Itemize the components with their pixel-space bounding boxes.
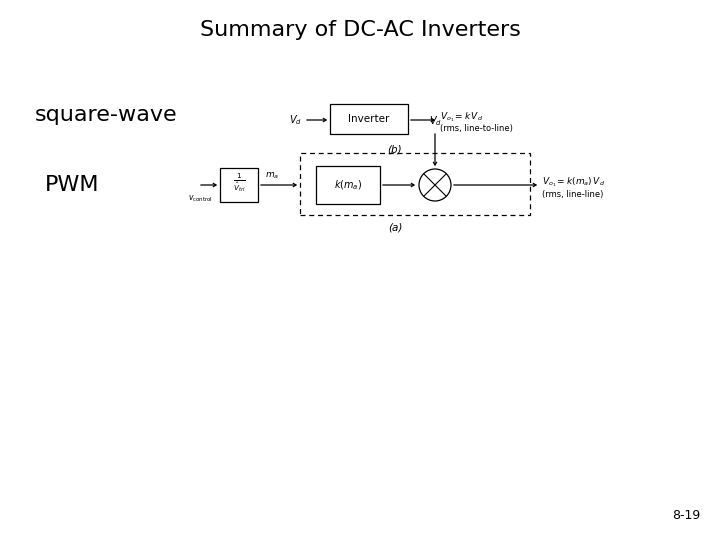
Bar	[316, 166, 380, 204]
Text: (b): (b)	[387, 145, 402, 155]
Bar	[220, 168, 258, 202]
Text: Summary of DC-AC Inverters: Summary of DC-AC Inverters	[199, 20, 521, 40]
Text: $k(m_a)$: $k(m_a)$	[334, 178, 362, 192]
Text: $V_d$: $V_d$	[428, 114, 441, 128]
Text: $V_{o_1} = k(m_a)\, V_d$: $V_{o_1} = k(m_a)\, V_d$	[542, 175, 605, 189]
Bar	[330, 104, 408, 134]
Text: $\frac{1}{\hat{V}_{tri}}$: $\frac{1}{\hat{V}_{tri}}$	[233, 172, 246, 194]
Bar	[300, 153, 530, 215]
Text: $m_a$: $m_a$	[265, 171, 279, 181]
Text: (rms, line-to-line): (rms, line-to-line)	[440, 125, 513, 133]
Text: PWM: PWM	[45, 175, 99, 195]
Text: 8-19: 8-19	[672, 509, 700, 522]
Text: Inverter: Inverter	[348, 114, 390, 124]
Text: (a): (a)	[388, 222, 402, 232]
Text: (rms, line-line): (rms, line-line)	[542, 190, 603, 199]
Text: square-wave: square-wave	[35, 105, 178, 125]
Text: $v_{\rm control}$: $v_{\rm control}$	[188, 193, 212, 204]
Text: $V_{o_1} = k\, V_d$: $V_{o_1} = k\, V_d$	[440, 110, 483, 124]
Text: $V_d$: $V_d$	[289, 113, 302, 127]
